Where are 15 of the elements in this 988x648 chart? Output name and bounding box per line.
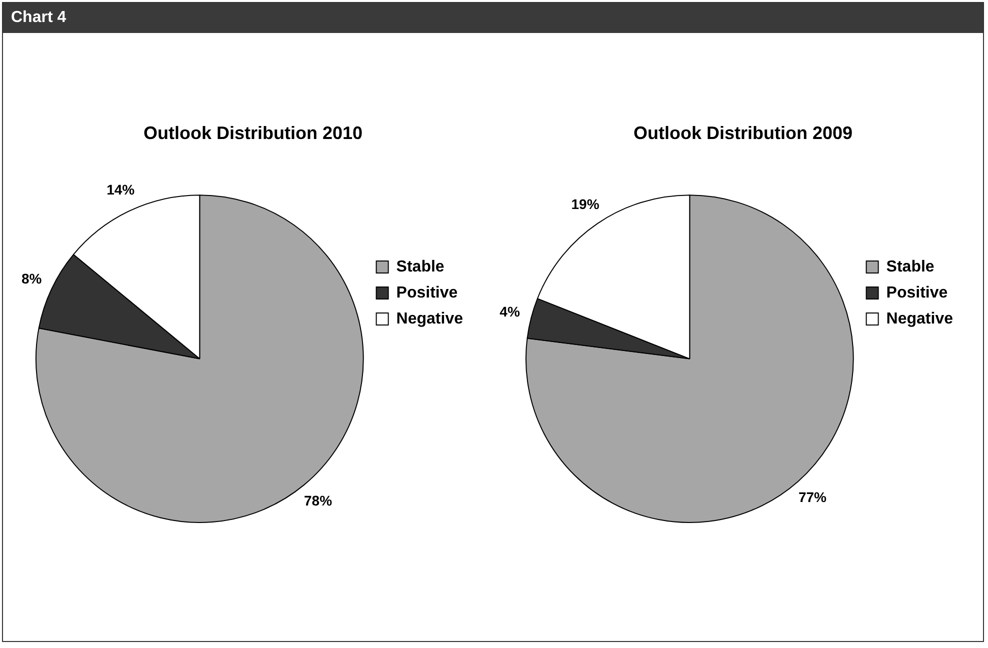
legend-label: Stable (886, 258, 934, 276)
legend-label: Negative (396, 310, 464, 328)
chart-title: Outlook Distribution 2009 (633, 122, 853, 143)
data-label: 14% (106, 182, 136, 198)
text: Chart 4 (3, 3, 983, 33)
legend-label: Positive (396, 284, 458, 302)
legend-label: Stable (396, 258, 444, 276)
data-label: 78% (304, 492, 333, 509)
data-label: 4% (500, 303, 520, 320)
data-label: 77% (798, 488, 828, 505)
chart-title: Outlook Distribution 2010 (143, 122, 363, 143)
legend-label: Negative (886, 310, 954, 328)
data-label: 8% (22, 270, 42, 287)
legend-label: Positive (886, 284, 948, 302)
data-label: 19% (571, 196, 600, 212)
